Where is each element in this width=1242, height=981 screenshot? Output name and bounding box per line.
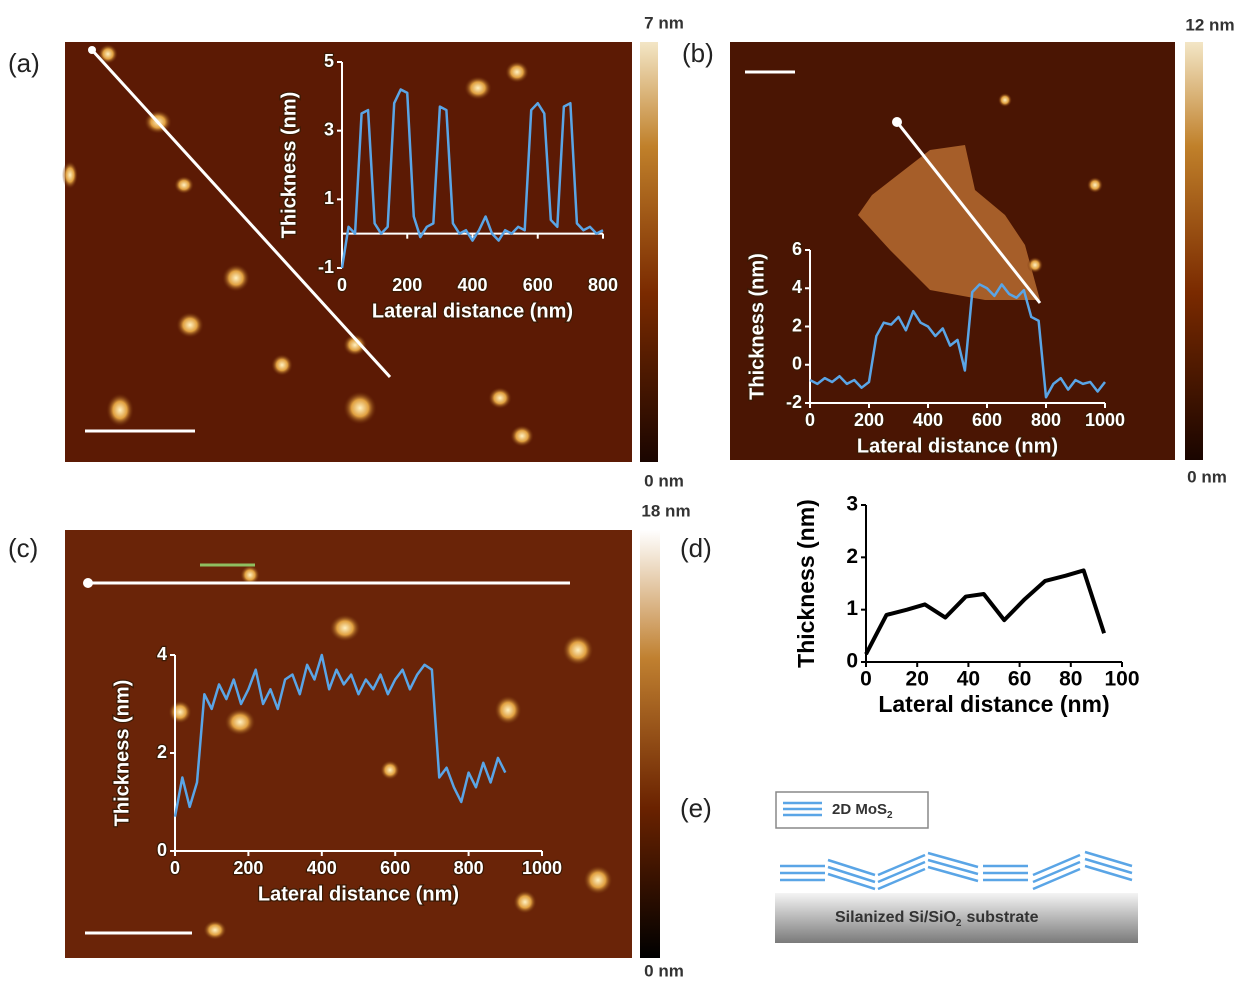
x-tick-label: 200 [392,275,422,295]
substrate-label: Silanized Si/SiO2 substrate [835,909,1039,928]
y-tick-label: 2 [846,545,858,568]
colorbar-max: 7 nm [644,13,684,32]
y-tick-label: 3 [846,493,858,516]
y-tick-label: 6 [792,239,802,259]
y-tick-label: 5 [324,51,334,71]
x-axis-label: Lateral distance (nm) [878,691,1109,717]
x-tick-label: 200 [854,410,884,430]
y-tick-label: 2 [157,742,167,762]
x-axis-label: Lateral distance (nm) [372,300,573,322]
substrate-subscript: 2 [956,918,962,929]
y-tick-label: 4 [792,277,802,297]
y-tick-label: 1 [324,188,334,208]
afm-image-a [62,42,632,462]
profile-line [809,283,1106,399]
panel-label: (b) [682,38,714,68]
colorbar-max: 12 nm [1185,15,1234,34]
x-tick-label: 0 [860,668,872,691]
x-tick-label: 80 [1059,668,1082,691]
substrate-text: Silanized Si/SiO [835,909,956,926]
x-tick-label: 800 [588,275,618,295]
y-tick-label: 0 [157,840,167,860]
colorbar-min: 0 nm [644,961,684,980]
x-tick-label: 100 [1104,668,1139,691]
x-tick-label: 60 [1008,668,1031,691]
profile-line [340,88,604,269]
y-tick-label: 0 [846,650,858,673]
profile-line [173,653,507,817]
schematic: 2D MoS2 Silanized Si/SiO2 substrate [775,791,1138,943]
x-tick-label: 400 [307,858,337,878]
colorbar [1185,42,1203,460]
x-tick-label: 0 [805,410,815,430]
afm-image-c [65,530,632,958]
colorbar [640,42,658,462]
x-tick-label: 800 [1031,410,1061,430]
y-axis-label: Thickness (nm) [278,92,300,239]
x-tick-label: 400 [457,275,487,295]
legend-text: 2D MoS [832,801,887,818]
colorbar [640,530,660,958]
panel-label: (e) [680,793,712,823]
x-tick-label: 20 [906,668,929,691]
afm-image-b [730,42,1175,460]
y-tick-label: 2 [792,315,802,335]
legend-label: 2D MoS2 [832,801,893,821]
x-tick-label: 1000 [522,858,562,878]
y-axis-label: Thickness (nm) [746,253,768,400]
y-tick-label: -2 [786,392,802,412]
x-tick-label: 600 [380,858,410,878]
x-tick-label: 1000 [1085,410,1125,430]
panel-label: (a) [8,48,40,78]
x-tick-label: 600 [523,275,553,295]
y-tick-label: 3 [324,119,334,139]
x-tick-label: 0 [337,275,347,295]
x-axis-label: Lateral distance (nm) [258,883,459,905]
x-tick-label: 200 [233,858,263,878]
profile-line [864,568,1106,656]
x-axis-label: Lateral distance (nm) [857,435,1058,457]
colorbar-min: 0 nm [1187,467,1227,486]
y-tick-label: 4 [157,644,167,664]
panel-label: (d) [680,533,712,563]
x-tick-label: 0 [170,858,180,878]
y-tick-label: 0 [792,354,802,374]
substrate-suffix: substrate [966,909,1038,926]
y-tick-label: 1 [846,597,858,620]
x-tick-label: 600 [972,410,1002,430]
colorbar-max: 18 nm [641,501,690,520]
x-tick-label: 40 [957,668,980,691]
y-tick-label: -1 [318,257,334,277]
y-axis-label: Thickness (nm) [111,680,133,827]
colorbar-min: 0 nm [644,471,684,490]
panel-label: (c) [8,533,38,563]
x-tick-label: 800 [454,858,484,878]
y-axis-label: Thickness (nm) [793,499,819,668]
legend-subscript: 2 [887,810,893,821]
x-tick-label: 400 [913,410,943,430]
